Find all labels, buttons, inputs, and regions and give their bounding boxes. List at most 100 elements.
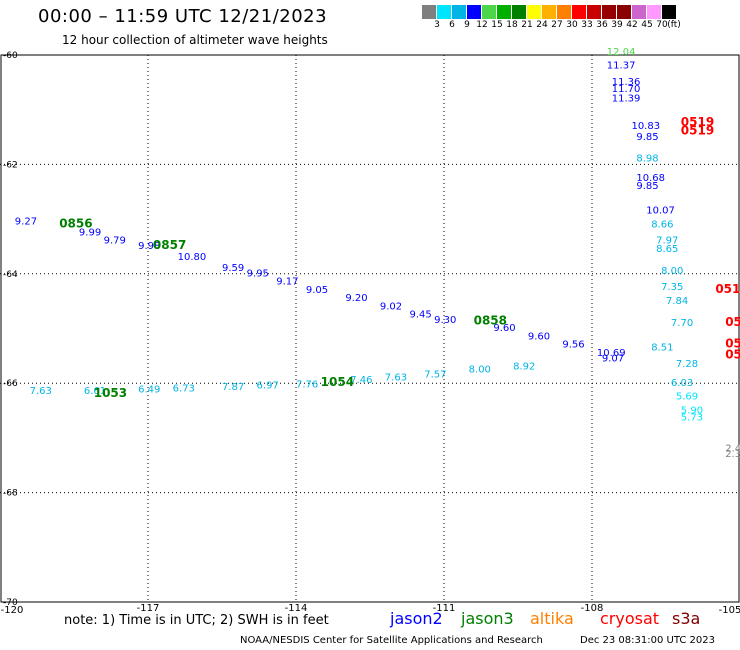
lon-tick-label: -117 [137,603,160,614]
swh-value: 10.68 [636,173,665,184]
color-scale [422,5,677,19]
scale-label: 36 [596,20,608,30]
swh-value: 8.98 [636,154,658,165]
pass-time-label: 0518 [715,282,740,296]
swh-value: 5.90 [681,405,703,416]
scale-label: 9 [464,20,470,30]
legend-s3a: s3a [672,609,701,628]
scale-label: 27 [551,20,563,30]
legend-jason3: jason3 [461,609,514,628]
scale-swatch [422,5,437,19]
map-title: 00:00 – 11:59 UTC 12/21/2023 [38,6,328,27]
swh-value: 11.39 [612,93,641,104]
scale-label: 42 [626,20,638,30]
swh-value: 10.83 [631,121,660,132]
scale-swatch [482,5,497,19]
scale-swatch [602,5,617,19]
swh-value: 8.00 [661,266,683,277]
swh-value: 9.85 [636,181,658,192]
scale-swatch [572,5,587,19]
legend-altika: altika [530,609,574,628]
scale-label: 45 [641,20,653,30]
swh-value: 11.37 [607,61,636,72]
scale-label: 70 [656,20,668,30]
map-subtitle: 12 hour collection of altimeter wave hei… [62,33,328,47]
swh-value: 7.57 [424,370,446,381]
swh-value: 9.17 [276,277,298,288]
swh-value: 9.30 [434,315,456,326]
color-scale-labels: 3 6 9 12 15 18 21 24 27 30 33 36 39 42 45 70 (ft) [422,20,740,34]
lon-tick-label: -108 [581,603,604,614]
swh-value: 10.80 [178,252,207,263]
scale-label: 33 [581,20,593,30]
swh-value: 7.28 [676,359,698,370]
swh-value: 5.69 [676,392,698,403]
lat-tick-label: -60 [3,51,18,61]
swh-value: 2.31 [725,449,740,460]
swh-value: 9.85 [636,132,658,143]
swh-value: 8.92 [513,362,535,373]
swh-value: 8.51 [651,342,673,353]
scale-label: 12 [476,20,488,30]
scale-label: 24 [536,20,548,30]
pass-time-label: 0857 [153,238,186,252]
legend-cryosat: cryosat [600,609,660,628]
swh-value: 11.70 [612,84,641,95]
scale-label: 3 [434,20,440,30]
lon-tick-label: -105 [719,605,740,616]
lon-tick-label: -114 [285,603,308,614]
legend-jason2: jason2 [390,609,443,628]
swh-value: 8.66 [651,219,673,230]
swh-value: 8.00 [469,364,491,375]
swh-value: 9.02 [380,301,402,312]
scale-swatch [587,5,602,19]
lat-tick-label: -62 [3,160,18,170]
pass-time-label: 0517 [725,348,740,362]
pass-time-label: 1054 [321,375,354,389]
swh-value: 7.63 [385,372,407,383]
scale-label: 39 [611,20,623,30]
swh-value: 12.04 [607,47,636,58]
scale-swatch [542,5,557,19]
pass-time-label: 0518 [725,315,740,329]
swh-value: 9.99 [79,228,101,239]
swh-value: 7.63 [30,386,52,397]
swh-value: 7.46 [350,375,372,386]
pass-time-label: 0856 [59,216,92,230]
scale-swatch [437,5,452,19]
legend-note: note: 1) Time is in UTC; 2) SWH is in fe… [64,613,329,628]
swh-value: 9.60 [493,323,515,334]
swh-value: 9.20 [345,293,367,304]
lat-tick-label: -70 [3,598,18,608]
swh-value: 7.97 [656,236,678,247]
scale-swatch [662,5,677,19]
scale-label: (ft) [667,20,681,30]
scale-swatch [512,5,527,19]
scale-swatch [467,5,482,19]
swh-value: 9.56 [562,340,584,351]
swh-value: 5.73 [681,412,703,423]
swh-value: 9.45 [409,310,431,321]
lat-tick-label: -64 [3,270,18,280]
swh-value: 7.87 [222,382,244,393]
swh-value: 6.49 [138,384,160,395]
swh-value: 6.73 [173,383,195,394]
scale-swatch [632,5,647,19]
footer-timestamp: Dec 23 08:31:00 UTC 2023 [580,635,715,646]
swh-value: 7.35 [661,282,683,293]
swh-value: 9.07 [602,353,624,364]
pass-time-label: 0519 [681,115,714,129]
pass-time-label: 0519 [681,123,714,137]
swh-value: 9.79 [104,236,126,247]
scale-swatch [617,5,632,19]
scale-swatch [527,5,542,19]
swh-value: 9.60 [528,331,550,342]
swh-value: 7.76 [296,380,318,391]
scale-label: 18 [506,20,518,30]
scale-swatch [452,5,467,19]
swh-value: 7.70 [671,318,693,329]
map-frame [0,54,740,603]
pass-time-label: 1053 [94,386,127,400]
swh-value: 10.69 [597,348,626,359]
scale-label: 15 [491,20,503,30]
